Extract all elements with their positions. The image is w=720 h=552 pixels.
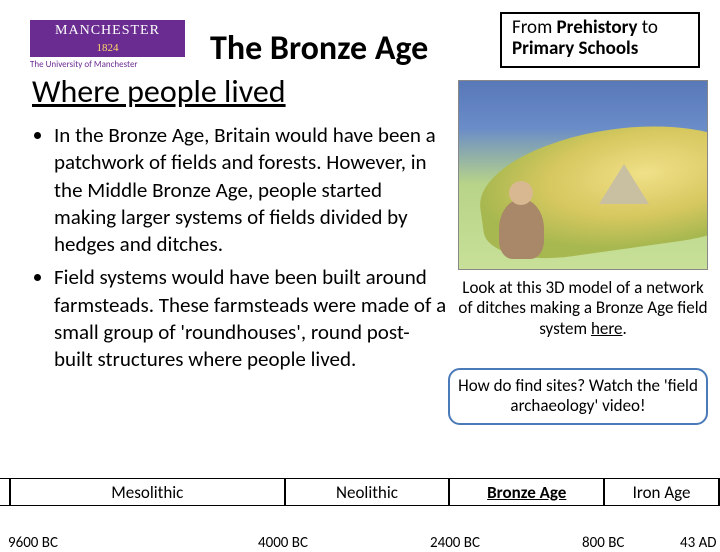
logo-year: 1824 <box>30 42 185 57</box>
illustration-caption: Look at this 3D model of a network of di… <box>458 278 708 339</box>
timeline: Mesolithic Neolithic Bronze Age Iron Age <box>0 478 720 510</box>
caption-text-b: . <box>623 318 627 339</box>
badge-text-b: Prehistory <box>557 16 638 39</box>
timeline-era: Iron Age <box>604 478 719 506</box>
timeline-date: 43 AD <box>680 534 717 552</box>
timeline-date: 4000 BC <box>258 534 308 552</box>
bullet-item: In the Bronze Age, Britain would have be… <box>54 122 447 258</box>
timeline-era-current: Bronze Age <box>449 478 604 506</box>
badge-text-a: From <box>512 16 557 39</box>
caption-link[interactable]: here <box>591 318 623 339</box>
illustration <box>458 80 708 270</box>
badge-text-c: to <box>637 16 658 39</box>
timeline-date: 9600 BC <box>8 534 58 552</box>
logo-name: MANCHESTER <box>30 20 185 42</box>
timeline-era: Neolithic <box>285 478 450 506</box>
timeline-lead <box>0 478 10 506</box>
caption-text-a: Look at this 3D model of a network of di… <box>458 277 707 339</box>
bullet-list: In the Bronze Age, Britain would have be… <box>32 122 447 380</box>
bullet-item: Field systems would have been built arou… <box>54 264 447 373</box>
badge-line2: Primary Schools <box>512 37 638 60</box>
illustration-person <box>499 199 544 259</box>
university-logo: MANCHESTER 1824 The University of Manche… <box>30 20 185 70</box>
series-badge: From Prehistory to Primary Schools <box>500 12 700 68</box>
video-callout[interactable]: How do find sites? Watch the 'field arch… <box>448 368 708 425</box>
timeline-date: 2400 BC <box>430 534 480 552</box>
illustration-roundhouse <box>599 164 649 204</box>
page-title: The Bronze Age <box>210 28 428 69</box>
page-subtitle: Where people lived <box>32 72 286 111</box>
timeline-date: 800 BC <box>582 534 624 552</box>
logo-subtitle: The University of Manchester <box>30 59 185 70</box>
timeline-era: Mesolithic <box>10 478 285 506</box>
